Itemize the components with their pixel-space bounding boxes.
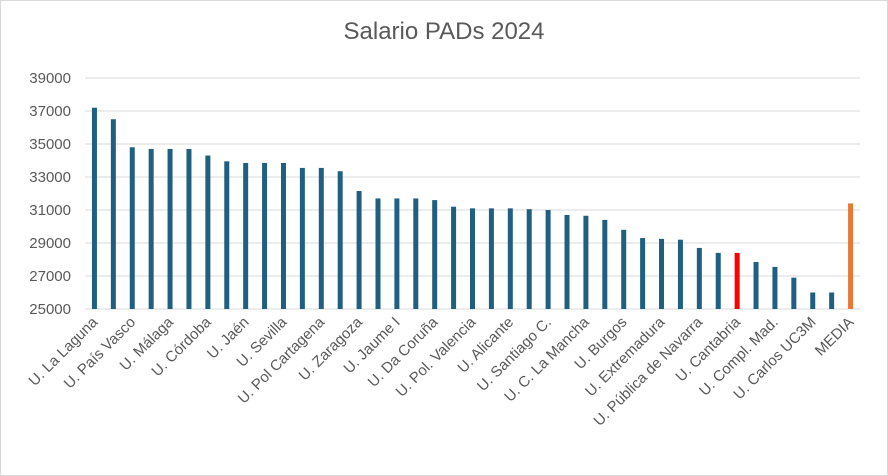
- y-tick-label: 29000: [29, 235, 71, 252]
- bar: [91, 107, 97, 309]
- y-tick-label: 35000: [29, 136, 71, 153]
- bar: [753, 261, 759, 309]
- bar: [564, 214, 570, 309]
- bar: [772, 266, 778, 309]
- bar: [545, 210, 551, 309]
- bar: [507, 208, 513, 309]
- bar: [224, 161, 230, 309]
- bar: [451, 206, 457, 309]
- bar: [488, 208, 494, 309]
- bar: [470, 208, 475, 309]
- bar: [110, 119, 116, 309]
- bar: [432, 200, 438, 309]
- bar: [280, 162, 286, 309]
- bar: [526, 209, 532, 309]
- bar: [186, 148, 192, 309]
- bar: [394, 198, 400, 309]
- bar: [602, 219, 608, 309]
- bar: [148, 148, 154, 309]
- bar: [318, 167, 324, 309]
- y-tick-label: 27000: [29, 268, 71, 285]
- bar: [848, 203, 854, 309]
- bar: [129, 147, 135, 309]
- bar: [337, 171, 343, 309]
- bar: [810, 292, 816, 309]
- bar: [677, 239, 683, 309]
- bar: [640, 238, 646, 309]
- bar: [243, 162, 249, 309]
- bar: [262, 162, 268, 309]
- y-tick-label: 37000: [29, 103, 71, 120]
- bar: [583, 215, 589, 309]
- y-tick-label: 25000: [29, 301, 71, 318]
- x-tick-label: MEDIA: [812, 314, 858, 360]
- bar: [205, 155, 211, 309]
- chart-title: Salario PADs 2024: [343, 18, 545, 45]
- bar: [413, 198, 419, 309]
- y-tick-label: 31000: [29, 202, 71, 219]
- y-tick-label: 33000: [29, 169, 71, 186]
- bar: [829, 292, 835, 309]
- bar: [791, 277, 797, 309]
- bar: [734, 252, 740, 309]
- bar: [167, 148, 173, 309]
- bar: [715, 252, 721, 309]
- bar: [696, 247, 702, 309]
- bar: [375, 198, 381, 309]
- bar: [356, 191, 362, 309]
- y-tick-label: 39000: [29, 70, 71, 87]
- bar: [659, 238, 665, 309]
- bar: [299, 167, 305, 309]
- bar: [621, 229, 627, 309]
